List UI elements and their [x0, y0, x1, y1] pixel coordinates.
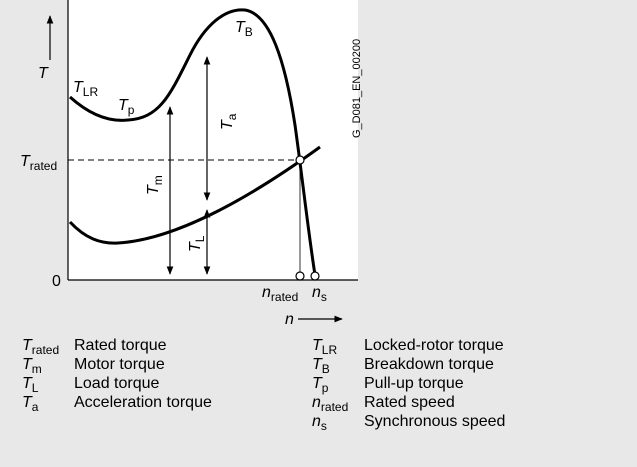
- legend-text: Acceleration torque: [74, 394, 212, 411]
- legend-text: Motor torque: [74, 356, 165, 373]
- label-n-s: ns: [312, 284, 327, 304]
- legend-symbol: TLR: [312, 337, 337, 357]
- y-label: T: [38, 65, 49, 82]
- plot-area: [68, 0, 358, 280]
- label-a: Ta: [219, 113, 239, 130]
- label-l: TL: [187, 235, 207, 252]
- legend-symbol: Tp: [312, 375, 329, 395]
- legend-symbol: Trated: [22, 337, 59, 357]
- legend-text: Pull-up torque: [364, 375, 464, 392]
- legend-text: Rated speed: [364, 394, 455, 411]
- label-lr: TLR: [73, 79, 98, 99]
- legend-symbol: TL: [22, 375, 39, 395]
- label-n-rated: nrated: [262, 284, 298, 304]
- label-p: Tp: [118, 97, 135, 117]
- legend-text: Load torque: [74, 375, 160, 392]
- sync-speed-point: [310, 271, 320, 281]
- figure-id: G_D081_EN_00200: [351, 39, 363, 138]
- legend-text: Rated torque: [74, 337, 167, 354]
- legend-text: Breakdown torque: [364, 356, 494, 373]
- x-label: n: [285, 311, 294, 328]
- label-rated: Trated: [20, 153, 57, 173]
- legend-symbol: Ta: [22, 394, 39, 414]
- rated-point: [295, 155, 305, 165]
- legend-symbol: Tm: [22, 356, 42, 376]
- legend-symbol: TB: [312, 356, 330, 376]
- legend-text: Locked-rotor torque: [364, 337, 504, 354]
- legend-text: Synchronous speed: [364, 413, 505, 430]
- load-curve: [68, 145, 321, 245]
- legend-symbol: nrated: [312, 394, 348, 414]
- label-m: Tm: [145, 175, 165, 195]
- rated-speed-point: [295, 271, 305, 281]
- legend-symbol: ns: [312, 413, 327, 433]
- legend: Trated Rated torque Tm Motor torque TL Load t…: [22, 337, 505, 433]
- label-b: TB: [235, 19, 253, 39]
- origin-label: 0: [52, 273, 61, 290]
